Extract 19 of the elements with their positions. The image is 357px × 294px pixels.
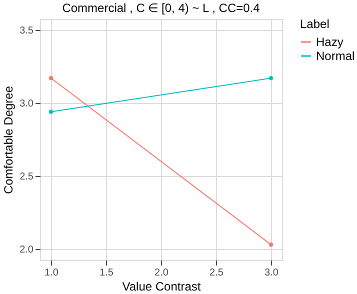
y-tick-label: 2.5: [20, 172, 34, 183]
legend-label: Normal: [316, 49, 355, 63]
x-tick-label: 1.0: [44, 268, 59, 278]
point: [268, 242, 274, 247]
legend-title: Label: [300, 17, 330, 31]
x-tick-label: 1.5: [100, 268, 114, 278]
x-tick-label: 2.5: [210, 268, 224, 278]
y-axis-title: Comfortable Degree: [2, 86, 16, 194]
y-tick-label: 3.5: [20, 25, 34, 36]
legend-label: Hazy: [316, 35, 344, 49]
y-tick-label: 2.0: [20, 244, 34, 256]
x-axis-title: Value Contrast: [122, 280, 202, 294]
x-tick-label: 3.0: [264, 268, 279, 278]
chart-title: Commercial , C ∈ [0, 4) ~ L , CC=0.4: [62, 1, 260, 15]
x-tick-label: 2.0: [154, 268, 169, 278]
point: [268, 76, 274, 80]
point: [48, 76, 54, 80]
y-tick-label: 3.0: [20, 98, 34, 110]
point: [48, 110, 54, 114]
